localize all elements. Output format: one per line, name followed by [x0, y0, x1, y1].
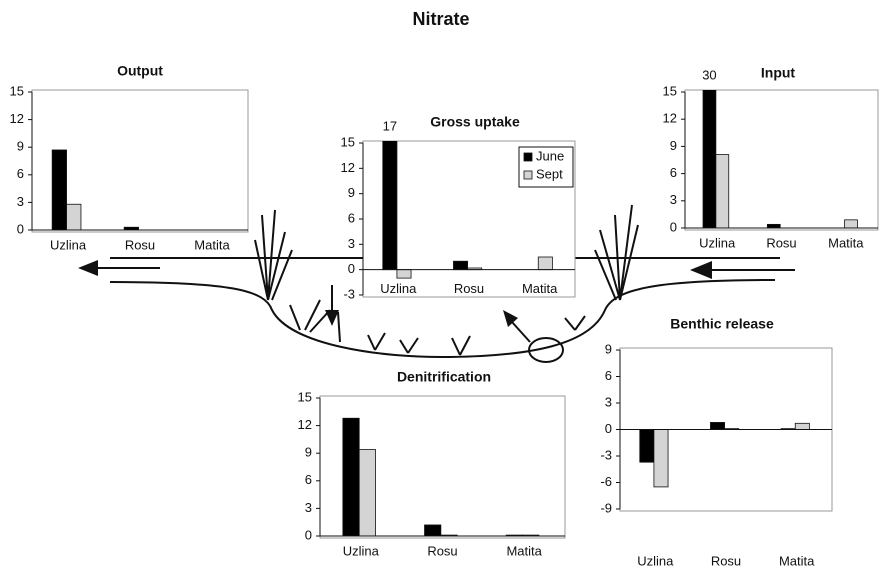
data-label: 17	[383, 118, 397, 133]
bar	[654, 430, 668, 487]
y-tick-label: 12	[663, 111, 677, 126]
y-tick-label: 9	[17, 139, 24, 154]
y-tick-label: 12	[341, 160, 355, 175]
y-tick-label: 3	[305, 500, 312, 515]
x-tick-label: Matita	[522, 281, 558, 296]
y-tick-label: 3	[605, 394, 612, 409]
y-tick-label: -6	[600, 474, 612, 489]
y-tick-label: -3	[600, 447, 612, 462]
figure-title: Nitrate	[412, 9, 469, 29]
y-tick-label: 0	[348, 261, 355, 276]
bar	[425, 525, 441, 536]
bar	[52, 150, 66, 230]
x-tick-label: Uzlina	[343, 543, 380, 558]
chart-title: Output	[117, 63, 163, 79]
bar	[359, 450, 375, 536]
y-tick-label: 15	[10, 83, 24, 98]
x-tick-label: Matita	[194, 237, 230, 252]
bar	[640, 430, 654, 463]
y-tick-label: 6	[17, 166, 24, 181]
y-tick-label: 0	[605, 421, 612, 436]
y-tick-label: 0	[17, 221, 24, 236]
x-tick-label: Uzlina	[50, 237, 87, 252]
x-tick-label: Matita	[779, 553, 815, 568]
y-tick-label: 0	[305, 527, 312, 542]
data-label: 30	[702, 67, 716, 82]
x-tick-label: Rosu	[125, 237, 155, 252]
y-tick-label: 12	[10, 111, 24, 126]
x-tick-label: Rosu	[427, 543, 457, 558]
y-tick-label: 6	[670, 165, 677, 180]
y-tick-label: -9	[600, 500, 612, 515]
y-tick-label: 3	[348, 236, 355, 251]
y-tick-label: 15	[298, 389, 312, 404]
bar	[538, 257, 552, 270]
uptake-arrow	[512, 322, 530, 342]
y-tick-label: 15	[341, 134, 355, 149]
chart: Output 0 3 6 9 12 15 Uzlina Rosu Matita	[10, 63, 248, 253]
x-tick-label: Uzlina	[699, 235, 736, 250]
arrowhead	[503, 310, 518, 327]
x-tick-label: Uzlina	[380, 281, 417, 296]
bar	[397, 270, 411, 278]
y-tick-label: 9	[670, 138, 677, 153]
x-tick-label: Rosu	[711, 553, 741, 568]
y-tick-label: 9	[305, 445, 312, 460]
bar	[343, 418, 359, 536]
figure: Nitrate Output03691215UzlinaRosuMatitaIn…	[0, 0, 881, 570]
chart-title: Benthic release	[670, 316, 774, 332]
y-tick-label: 0	[670, 219, 677, 234]
bar	[767, 224, 780, 228]
bar	[845, 220, 858, 228]
chart-title: Input	[761, 65, 796, 81]
bar	[67, 204, 81, 230]
x-tick-label: Uzlina	[637, 553, 674, 568]
legend-label: June	[536, 148, 564, 163]
y-tick-label: 9	[605, 341, 612, 356]
chart: Gross uptake -3 0 3 6 9 12 15 Uzlina Rosu Matita 17…	[341, 114, 575, 302]
bar	[453, 261, 467, 269]
chart-title: Denitrification	[397, 369, 491, 385]
chart-title: Gross uptake	[430, 114, 520, 130]
chart: Input 0 3 6 9 12 15 Uzlina Rosu Matita 30	[663, 0, 878, 250]
legend-swatch	[524, 171, 532, 179]
x-tick-label: Rosu	[766, 235, 796, 250]
y-tick-label: 12	[298, 417, 312, 432]
y-tick-label: 9	[348, 185, 355, 200]
arrowhead	[690, 261, 712, 279]
bar	[795, 423, 809, 429]
legend-swatch	[524, 153, 532, 161]
x-tick-label: Matita	[506, 543, 542, 558]
y-tick-label: 3	[17, 194, 24, 209]
x-tick-label: Rosu	[454, 281, 484, 296]
y-tick-label: -3	[343, 286, 355, 301]
y-tick-label: 6	[605, 368, 612, 383]
bar	[710, 422, 724, 429]
y-tick-label: 3	[670, 192, 677, 207]
y-tick-label: 6	[305, 472, 312, 487]
chart: Denitrification 0 3 6 9 12 15 Uzlina Rosu Matita	[298, 369, 565, 559]
chart: Benthic release -9 -6 -3 0 3 6 9 Uzlina Rosu Matit…	[600, 316, 832, 569]
bar	[383, 126, 397, 270]
y-tick-label: 15	[663, 83, 677, 98]
arrowhead	[78, 260, 98, 276]
bar	[716, 155, 729, 228]
legend-label: Sept	[536, 166, 563, 181]
bar	[703, 0, 716, 228]
x-tick-label: Matita	[828, 235, 864, 250]
y-tick-label: 6	[348, 210, 355, 225]
